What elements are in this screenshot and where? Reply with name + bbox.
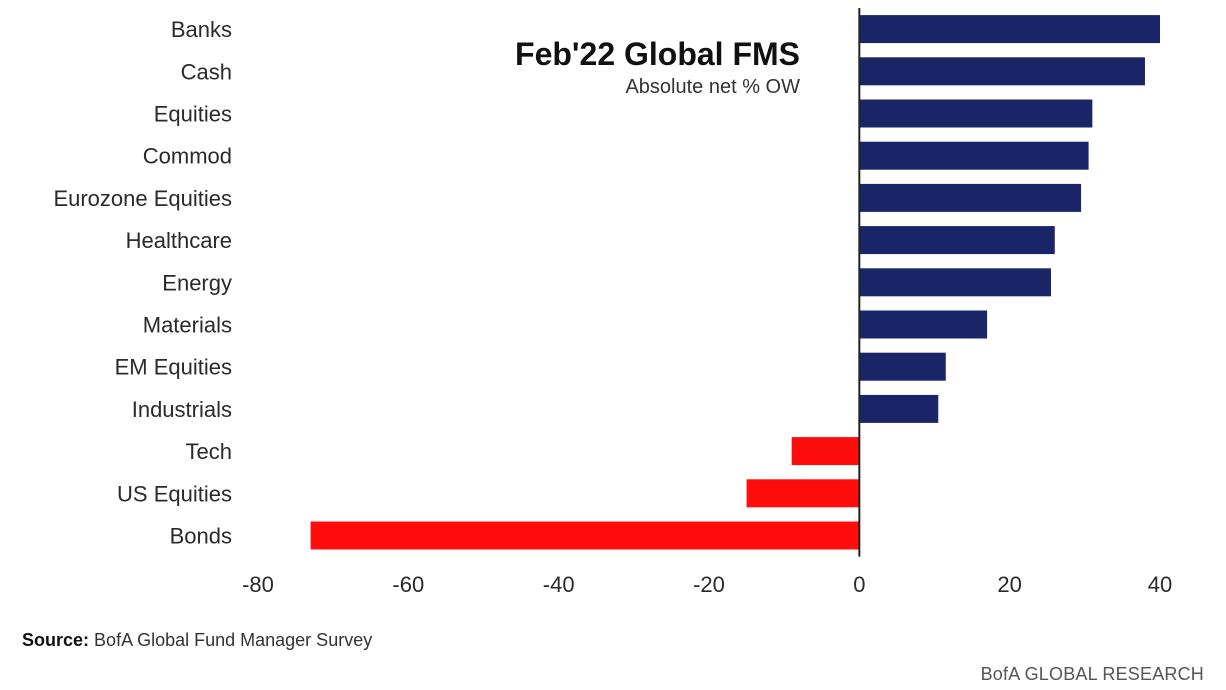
category-label: Tech [186,439,232,464]
source-note: Source: BofA Global Fund Manager Survey [22,630,372,651]
bars-group [310,15,1160,550]
bar-em-equities [859,352,946,381]
category-label: Industrials [132,397,232,422]
category-label: Cash [181,59,232,84]
x-axis-tick-labels: -80 -60 -40 -20 0 20 40 [242,572,1172,597]
bar-tech [791,437,860,466]
bar-bonds [310,521,860,550]
x-tick-label: -20 [693,572,725,597]
bar-healthcare [859,226,1055,255]
bar-equities [859,99,1093,128]
chart-title: Feb'22 Global FMS [515,36,800,72]
bar-energy [859,268,1052,297]
category-label: Materials [143,313,232,338]
x-tick-label: -60 [392,572,424,597]
category-label: Bonds [170,524,232,549]
category-labels: Banks Cash Equities Commod Eurozone Equities… [53,17,232,548]
category-label: Equities [154,102,232,127]
x-tick-label: -40 [543,572,575,597]
x-tick-label: -80 [242,572,274,597]
category-label: Commod [143,144,232,169]
source-label: Source: [22,630,90,650]
source-text: BofA Global Fund Manager Survey [94,630,373,650]
category-label: Healthcare [126,228,232,253]
category-label: US Equities [117,481,232,506]
bar-eurozone-equities [859,183,1082,212]
category-label: Banks [171,17,232,42]
chart-subtitle: Absolute net % OW [625,76,800,98]
brand-label: BofA GLOBAL RESEARCH [980,664,1204,684]
bar-cash [859,57,1145,86]
category-label: EM Equities [115,355,232,380]
bar-materials [859,310,988,339]
x-tick-label: 40 [1148,572,1172,597]
bar-us-equities [746,479,860,508]
bar-industrials [859,394,939,423]
x-tick-label: 20 [997,572,1021,597]
category-label: Energy [162,270,232,295]
x-tick-label: 0 [853,572,865,597]
category-label: Eurozone Equities [53,186,232,211]
bar-banks [859,15,1160,44]
bar-commod [859,141,1089,170]
